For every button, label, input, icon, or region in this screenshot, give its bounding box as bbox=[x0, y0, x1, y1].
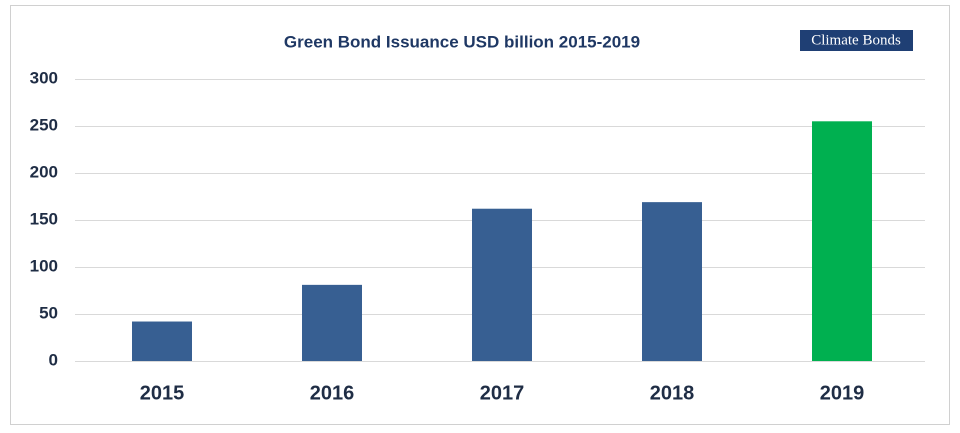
x-tick-label: 2016 bbox=[310, 382, 355, 404]
x-tick-label: 2017 bbox=[480, 382, 525, 404]
bar bbox=[642, 202, 702, 361]
logo-box bbox=[800, 30, 913, 51]
bar bbox=[472, 208, 532, 361]
x-tick-label: 2015 bbox=[140, 382, 185, 404]
y-tick-label: 150 bbox=[30, 209, 58, 228]
chart-title: Green Bond Issuance USD billion 2015-201… bbox=[284, 32, 640, 51]
bar bbox=[302, 284, 362, 361]
bar bbox=[812, 121, 872, 361]
y-tick-label: 300 bbox=[30, 68, 58, 87]
y-tick-label: 50 bbox=[39, 303, 58, 322]
x-tick-label: 2019 bbox=[820, 382, 865, 404]
y-tick-label: 100 bbox=[30, 256, 58, 275]
x-tick-label: 2018 bbox=[650, 382, 695, 404]
y-tick-label: 0 bbox=[49, 350, 58, 369]
logo: Climate Bonds bbox=[811, 32, 901, 48]
bar bbox=[132, 321, 192, 361]
y-tick-label: 250 bbox=[30, 115, 58, 134]
y-tick-label: 200 bbox=[30, 162, 58, 181]
